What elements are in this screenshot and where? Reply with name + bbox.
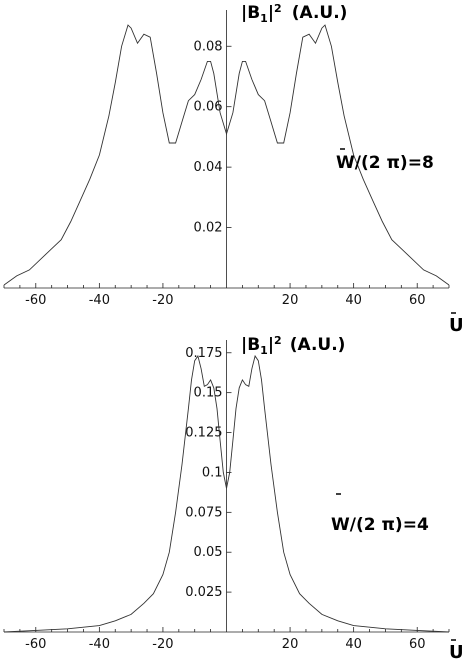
panel-bottom-xtick-label: 40 (345, 637, 362, 652)
panel-top-ylabel: |B1|2 (A.U.) (241, 2, 347, 25)
panel-bottom-xtick-label: 20 (282, 637, 299, 652)
panel-bottom-ytick-label: 0.1 (202, 465, 223, 480)
panel-top-xlabel: U (449, 315, 463, 336)
panel-top-xtick-label: -20 (152, 293, 173, 308)
panel-bottom: -60 -40 -20 20 40 60 0.025 0.05 0.075 0.1 0.125 0.… (3, 334, 463, 663)
panel-bottom-ytick-label: 0.025 (185, 585, 222, 600)
panel-bottom-annotation: W/(2 π)=4 (331, 515, 429, 535)
panel-bottom-curve (3, 354, 450, 633)
panel-bottom-xtick-label: -40 (89, 637, 110, 652)
panel-top-ytick-label: 0.02 (194, 221, 223, 236)
panel-top-xtick-label: 60 (409, 293, 426, 308)
panel-bottom-ytick-label: 0.125 (185, 426, 222, 441)
panel-top-xticks: -60 -40 -20 20 40 60 (3, 283, 450, 308)
panel-top-axes (4, 10, 449, 289)
panel-bottom-xtick-label: 60 (409, 637, 426, 652)
panel-top-xtick-label: 40 (345, 293, 362, 308)
panel-top-ytick-label: 0.04 (194, 160, 223, 175)
panel-top-xtick-label: -60 (25, 293, 46, 308)
panel-top-annotation: W/(2 π)=8 (336, 153, 434, 173)
panel-bottom-xtick-label: -20 (152, 637, 173, 652)
panel-top: -60 -40 -20 20 40 60 0.02 0.04 0.06 0.08 |B1|2 (A… (3, 2, 463, 336)
panel-top-yticks: 0.02 0.04 0.06 0.08 (194, 39, 232, 236)
panel-bottom-ylabel: |B1|2 (A.U.) (241, 334, 345, 357)
panel-bottom-axes (4, 340, 449, 633)
panel-bottom-ytick-label: 0.05 (194, 545, 223, 560)
panel-bottom-ytick-label: 0.075 (185, 505, 222, 520)
panel-bottom-ytick-label: 0.175 (185, 346, 222, 361)
panel-top-xtick-label: -40 (89, 293, 110, 308)
panel-bottom-xtick-label: -60 (25, 637, 46, 652)
panel-top-ytick-label: 0.06 (194, 100, 223, 115)
panel-top-curve (3, 24, 450, 286)
panel-top-ytick-label: 0.08 (194, 39, 223, 54)
panel-bottom-ytick-label: 0.15 (194, 386, 223, 401)
panel-bottom-xlabel: U (449, 642, 463, 663)
panel-bottom-xticks: -60 -40 -20 20 40 60 (3, 627, 450, 652)
panel-top-xtick-label: 20 (282, 293, 299, 308)
